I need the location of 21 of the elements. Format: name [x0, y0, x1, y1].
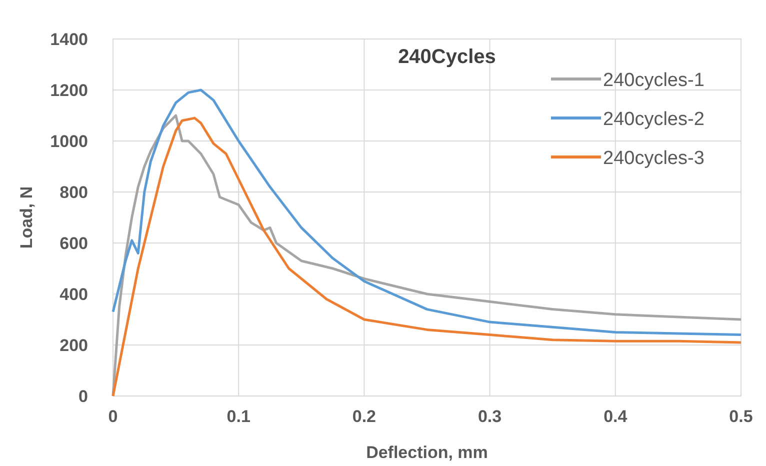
x-tick-label: 0.1	[226, 407, 250, 426]
y-tick-label: 800	[60, 183, 88, 202]
legend-label: 240cycles-2	[603, 109, 704, 130]
y-tick-label: 1200	[50, 81, 88, 100]
chart-title: 240Cycles	[398, 46, 496, 68]
y-tick-label: 0	[78, 387, 88, 406]
y-tick-label: 600	[60, 234, 88, 253]
y-tick-label: 1400	[50, 30, 88, 49]
x-axis-title: Deflection, mm	[366, 443, 488, 462]
y-tick-label: 400	[60, 285, 88, 304]
x-tick-label: 0.5	[729, 407, 753, 426]
x-tick-label: 0.3	[478, 407, 502, 426]
y-axis-title: Load, N	[17, 186, 36, 249]
legend-label: 240cycles-1	[603, 70, 704, 91]
line-series	[112, 88, 742, 336]
legend-label: 240cycles-3	[603, 148, 704, 169]
y-tick-label: 200	[60, 336, 88, 355]
x-tick-label: 0.2	[352, 407, 376, 426]
x-tick-label: 0	[108, 407, 118, 426]
x-tick-label: 0.4	[604, 407, 628, 426]
y-tick-label: 1000	[50, 132, 88, 151]
